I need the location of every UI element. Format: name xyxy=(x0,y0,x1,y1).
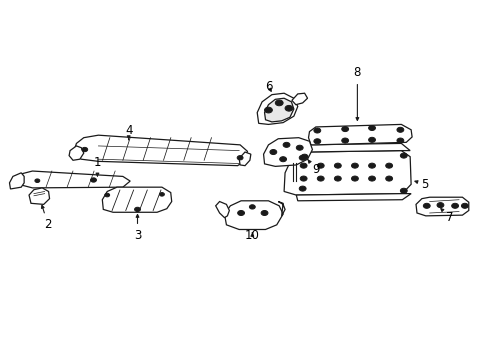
Text: 9: 9 xyxy=(308,159,319,176)
Circle shape xyxy=(351,176,358,181)
Polygon shape xyxy=(292,93,308,105)
Polygon shape xyxy=(69,146,84,160)
Circle shape xyxy=(301,154,308,159)
Polygon shape xyxy=(216,202,229,218)
Polygon shape xyxy=(265,98,294,122)
Circle shape xyxy=(368,176,375,181)
Circle shape xyxy=(462,203,468,208)
Circle shape xyxy=(270,149,277,154)
Circle shape xyxy=(249,205,255,209)
Polygon shape xyxy=(9,173,24,189)
Circle shape xyxy=(386,163,392,168)
Circle shape xyxy=(280,157,287,162)
Polygon shape xyxy=(257,93,298,125)
Circle shape xyxy=(285,105,293,111)
Text: 5: 5 xyxy=(415,178,428,191)
Polygon shape xyxy=(239,152,251,166)
Circle shape xyxy=(437,203,444,208)
Circle shape xyxy=(386,176,392,181)
Circle shape xyxy=(334,176,341,181)
Circle shape xyxy=(91,178,97,182)
Polygon shape xyxy=(278,202,285,216)
Circle shape xyxy=(283,142,290,147)
Circle shape xyxy=(423,203,430,208)
Circle shape xyxy=(351,163,358,168)
Circle shape xyxy=(300,176,307,181)
Text: 8: 8 xyxy=(354,66,361,120)
Circle shape xyxy=(296,145,303,150)
Text: 6: 6 xyxy=(265,80,272,93)
Text: 2: 2 xyxy=(42,205,52,231)
Circle shape xyxy=(299,186,306,191)
Circle shape xyxy=(275,100,283,106)
Circle shape xyxy=(261,211,268,216)
Circle shape xyxy=(368,163,375,168)
Text: 10: 10 xyxy=(245,229,260,242)
Polygon shape xyxy=(20,171,130,188)
Circle shape xyxy=(368,137,375,142)
Circle shape xyxy=(318,163,324,168)
Circle shape xyxy=(314,128,321,133)
Circle shape xyxy=(342,127,348,132)
Text: 7: 7 xyxy=(441,208,454,224)
Circle shape xyxy=(265,107,272,113)
Polygon shape xyxy=(29,188,49,204)
Circle shape xyxy=(334,163,341,168)
Circle shape xyxy=(237,156,243,160)
Circle shape xyxy=(397,138,404,143)
Polygon shape xyxy=(102,187,172,212)
Circle shape xyxy=(400,188,407,193)
Circle shape xyxy=(314,139,321,144)
Polygon shape xyxy=(284,150,411,195)
Polygon shape xyxy=(303,143,410,152)
Circle shape xyxy=(300,163,307,168)
Circle shape xyxy=(400,153,407,158)
Polygon shape xyxy=(416,197,469,216)
Circle shape xyxy=(82,147,88,152)
Circle shape xyxy=(368,126,375,131)
Circle shape xyxy=(35,179,40,183)
Polygon shape xyxy=(296,194,411,201)
Circle shape xyxy=(318,176,324,181)
Text: 4: 4 xyxy=(125,124,132,140)
Polygon shape xyxy=(309,125,412,145)
Polygon shape xyxy=(73,135,247,166)
Circle shape xyxy=(159,193,164,196)
Circle shape xyxy=(135,207,141,212)
Circle shape xyxy=(397,127,404,132)
Polygon shape xyxy=(264,138,313,166)
Circle shape xyxy=(238,211,245,216)
Circle shape xyxy=(342,138,348,143)
Text: 1: 1 xyxy=(94,156,101,176)
Circle shape xyxy=(105,193,110,197)
Polygon shape xyxy=(224,201,283,229)
Circle shape xyxy=(452,203,459,208)
Text: 3: 3 xyxy=(134,215,141,242)
Circle shape xyxy=(299,155,306,160)
